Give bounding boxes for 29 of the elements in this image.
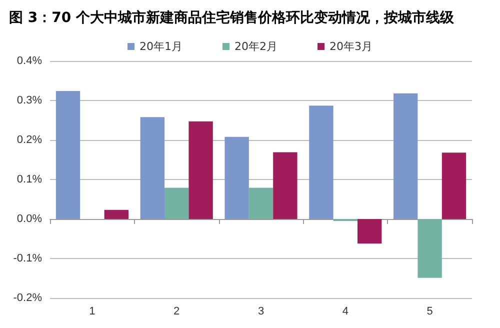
x-tick-label: 1: [89, 306, 96, 318]
y-tick-label: -0.2%: [13, 292, 42, 304]
bar: [140, 117, 165, 219]
y-tick-label: 0.3%: [16, 94, 42, 106]
x-tick-label: 4: [342, 306, 348, 318]
bar: [188, 121, 213, 219]
bar: [104, 210, 128, 219]
chart-title: 图 3：70 个大中城市新建商品住宅销售价格环比变动情况，按城市线级: [9, 9, 455, 26]
bar: [394, 93, 418, 219]
bar: [56, 91, 80, 219]
legend-label: 20年3月: [330, 40, 372, 53]
bar: [442, 152, 466, 219]
bar: [164, 188, 189, 219]
y-tick-label: 0.1%: [16, 174, 42, 186]
bar: [224, 136, 249, 219]
y-tick-label: 0.2%: [16, 134, 42, 146]
bar: [357, 219, 382, 244]
x-tick-label: 2: [174, 306, 180, 318]
y-tick-label: -0.1%: [13, 252, 42, 264]
bar: [273, 152, 298, 219]
x-tick-label: 3: [258, 306, 264, 318]
bar: [418, 219, 442, 278]
legend-label: 20年2月: [234, 40, 278, 53]
y-tick-label: 0.4%: [16, 55, 42, 67]
x-tick-label: 5: [426, 306, 433, 318]
bar: [248, 188, 274, 219]
bar: [309, 106, 334, 219]
y-tick-label: 0.0%: [16, 213, 42, 225]
legend-label: 20年1月: [140, 40, 183, 53]
